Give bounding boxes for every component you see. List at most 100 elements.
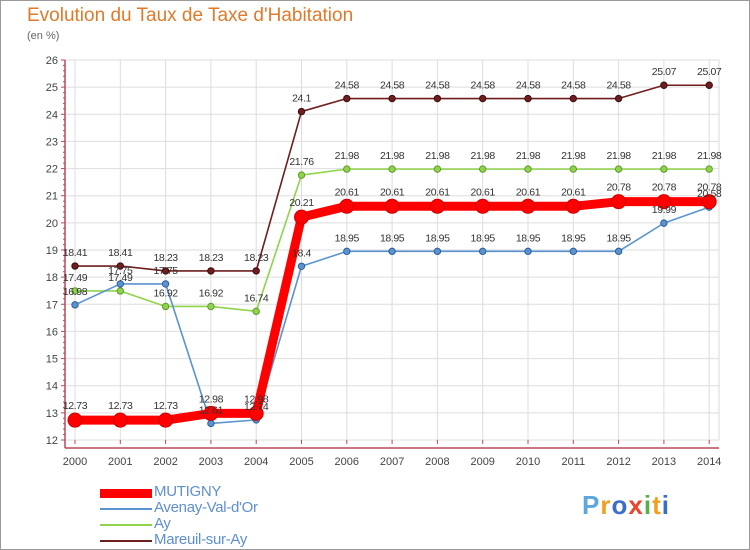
data-label: 24.58 (425, 80, 450, 92)
data-point (524, 165, 532, 173)
data-point (158, 412, 174, 428)
data-label: 20.78 (606, 182, 631, 194)
data-point (71, 262, 79, 270)
data-label: 24.58 (335, 80, 360, 92)
data-point (343, 247, 351, 256)
data-label: 16.92 (153, 287, 178, 299)
data-label: 24.58 (471, 80, 496, 92)
legend-label: Avenay-Val-d'Or (154, 499, 258, 516)
data-label: 18.95 (335, 232, 360, 244)
data-label: 12.74 (244, 401, 269, 413)
data-label: 16.98 (63, 286, 88, 298)
data-label: 24.58 (606, 80, 631, 92)
data-point (433, 247, 442, 256)
y-tick-label: 16 (46, 326, 58, 338)
legend-label: Ay (154, 515, 171, 532)
x-tick-label: 2002 (153, 456, 177, 468)
y-tick-label: 20 (46, 218, 58, 230)
y-tick-label: 18 (46, 272, 58, 284)
data-label: 20.78 (652, 182, 677, 194)
data-label: 21.98 (516, 150, 541, 162)
data-label: 18.23 (199, 252, 224, 264)
data-label: 12.73 (108, 400, 133, 412)
data-point (207, 419, 215, 428)
data-label: 16.74 (244, 292, 269, 304)
data-label: 17.75 (153, 265, 178, 277)
data-label: 18.95 (380, 232, 405, 244)
data-point (161, 267, 170, 275)
data-point (297, 171, 306, 179)
y-tick-label: 19 (46, 245, 58, 257)
data-point (475, 198, 491, 214)
data-label: 21.76 (289, 156, 314, 168)
data-point (71, 301, 79, 309)
data-label: 21.98 (606, 150, 631, 162)
data-point (433, 165, 442, 173)
data-point (479, 165, 487, 173)
data-point (705, 81, 713, 89)
x-tick-label: 2009 (470, 456, 494, 468)
data-point (116, 287, 125, 295)
y-tick-label: 17 (46, 299, 58, 311)
data-point (656, 194, 672, 210)
data-point (248, 405, 264, 421)
y-tick-label: 14 (46, 381, 58, 393)
x-tick-label: 2005 (289, 456, 313, 468)
data-point (343, 165, 351, 173)
data-label: 19.99 (652, 204, 677, 216)
x-tick-label: 2006 (335, 456, 359, 468)
axis-layer: 12 13 14 15 16 17 18 19 20 21 22 23 24 25 26 2000 2001 20… (46, 55, 722, 468)
data-label: 17.49 (63, 272, 88, 284)
data-point (701, 194, 717, 210)
y-tick-label: 24 (46, 109, 58, 121)
series-layer (67, 81, 717, 428)
y-tick-label: 23 (46, 136, 58, 148)
data-point (161, 280, 170, 288)
data-label: 25.07 (697, 66, 722, 78)
data-point (660, 219, 668, 227)
data-point (116, 280, 125, 288)
data-point (520, 198, 536, 214)
legend-label: MUTIGNY (154, 483, 222, 500)
grid-layer (64, 59, 720, 441)
data-point (294, 209, 309, 225)
legend-swatch (100, 488, 152, 498)
y-tick-label: 13 (46, 408, 58, 420)
data-point (297, 107, 306, 116)
data-label: 20.58 (697, 188, 722, 200)
data-label: 18.95 (516, 232, 541, 244)
data-label: 12.73 (63, 400, 88, 412)
data-label: 21.98 (425, 150, 450, 162)
y-tick-label: 15 (46, 354, 58, 366)
data-point (569, 165, 577, 173)
data-label: 18.95 (425, 232, 450, 244)
data-point (660, 81, 668, 89)
legend-label: Mareuil-sur-Ay (154, 531, 248, 548)
x-tick-label: 2013 (652, 456, 676, 468)
logo-letter: x (628, 490, 644, 520)
data-label: 16.92 (199, 287, 224, 299)
data-label: 21.98 (471, 150, 496, 162)
data-label: 21.98 (652, 150, 677, 162)
data-label: 21.98 (697, 150, 722, 162)
logo-letter: o (611, 490, 629, 520)
data-label: 20.21 (289, 197, 314, 209)
data-point (614, 94, 623, 103)
logo-letter: i (661, 490, 670, 520)
data-label: 21.98 (561, 150, 586, 162)
data-label: 12.98 (199, 393, 224, 405)
data-point (388, 165, 396, 173)
data-label: 12.73 (153, 400, 178, 412)
data-point (384, 198, 400, 214)
data-point (343, 94, 351, 103)
x-tick-label: 2004 (244, 456, 268, 468)
data-label: 20.61 (335, 186, 360, 198)
y-tick-label: 26 (46, 55, 58, 67)
data-label: 12.98 (244, 393, 269, 405)
data-point (339, 198, 355, 214)
data-point (479, 247, 487, 256)
logo-letter: r (600, 490, 612, 520)
data-label: 20.61 (425, 186, 450, 198)
data-point (252, 267, 260, 275)
